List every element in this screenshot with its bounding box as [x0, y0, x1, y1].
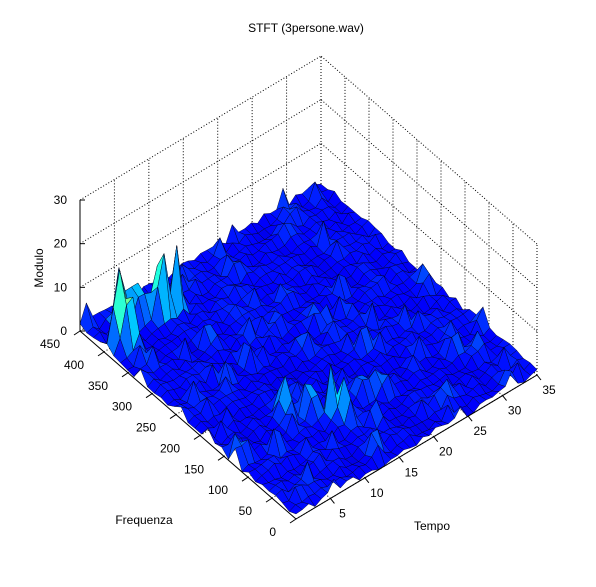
y-tick-mark: [265, 497, 273, 503]
x-tick-mark: [467, 415, 473, 422]
chart-title: STFT (3persone.wav): [248, 21, 364, 35]
y-tick-mark: [169, 414, 177, 419]
z-tick-label: 20: [54, 237, 68, 251]
y-tick-mark: [73, 330, 81, 336]
x-tick-label: 15: [405, 465, 419, 479]
y-tick-label: 450: [40, 337, 60, 351]
y-tick-label: 300: [112, 400, 132, 414]
x-tick-label: 25: [473, 424, 487, 438]
y-tick-mark: [193, 435, 201, 440]
y-tick-label: 0: [269, 525, 276, 539]
y-tick-mark: [289, 518, 297, 524]
y-tick-label: 350: [88, 379, 108, 393]
x-tick-mark: [398, 456, 404, 463]
surface-patch: [288, 504, 303, 515]
x-tick-mark: [330, 498, 335, 504]
z-tick-label: 10: [54, 280, 68, 294]
y-tick-label: 200: [160, 441, 180, 455]
z-axis-label: Modulo: [32, 248, 46, 288]
y-tick-label: 150: [184, 462, 204, 476]
y-axis-label: Frequenza: [115, 513, 173, 527]
y-tick-label: 50: [239, 504, 253, 518]
x-tick-mark: [502, 395, 507, 401]
surface-patch: [276, 187, 291, 210]
y-tick-mark: [145, 393, 153, 399]
y-tick-label: 400: [64, 358, 84, 372]
z-tick-label: 0: [60, 324, 67, 338]
x-tick-label: 20: [439, 445, 453, 459]
x-tick-label: 10: [370, 486, 384, 500]
x-axis-line: [295, 374, 538, 520]
back-grid: [79, 55, 538, 520]
y-tick-mark: [97, 351, 105, 357]
x-tick-mark: [364, 477, 370, 484]
x-tick-mark: [536, 374, 542, 381]
y-tick-label: 100: [208, 483, 228, 497]
x-tick-label: 35: [542, 383, 556, 397]
axes-frame: 5101520253035050100150200250300350400450…: [40, 193, 556, 539]
grid-line: [79, 55, 322, 201]
y-axis-line: [79, 330, 297, 520]
x-tick-mark: [433, 436, 439, 443]
x-tick-label: 5: [339, 506, 346, 520]
y-tick-mark: [121, 372, 129, 378]
y-tick-mark: [217, 455, 225, 461]
z-tick-label: 30: [54, 193, 68, 207]
x-tick-label: 30: [508, 404, 522, 418]
x-axis-label: Tempo: [414, 519, 450, 533]
surface-mesh: [79, 181, 538, 515]
y-tick-label: 250: [136, 421, 156, 435]
y-tick-mark: [241, 476, 249, 482]
